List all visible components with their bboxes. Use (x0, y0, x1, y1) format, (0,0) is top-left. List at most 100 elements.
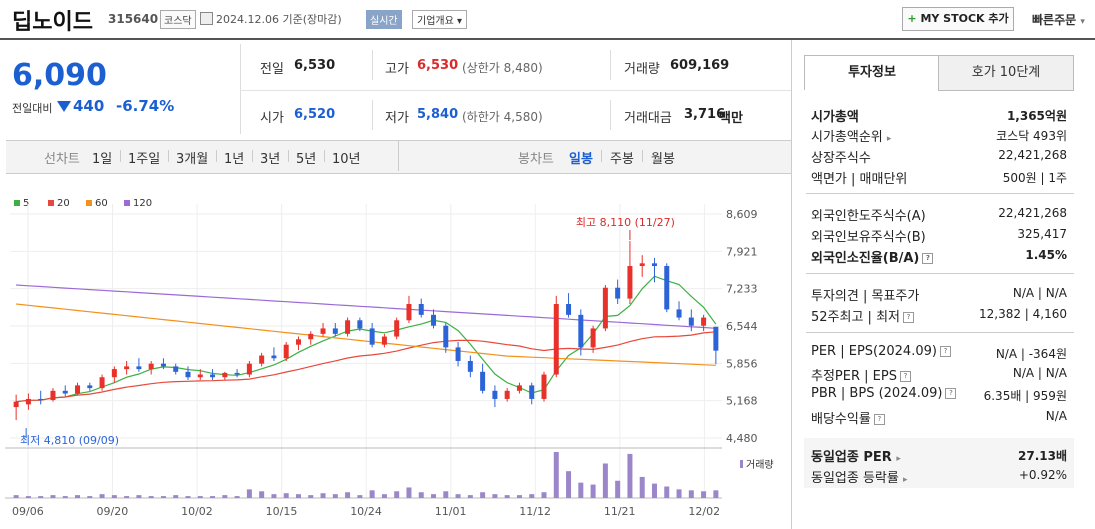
separator (601, 150, 602, 162)
tab-daily[interactable]: 일봉 (569, 152, 593, 167)
realtime-button[interactable]: 실시간 (366, 10, 402, 29)
lower-limit: (하한가 4,580) (462, 110, 543, 124)
tab-monthly[interactable]: 월봉 (651, 152, 675, 167)
volume-bar (320, 493, 326, 498)
candle-body (246, 363, 252, 375)
chevron-right-icon: ▸ (896, 454, 901, 464)
amount-label: 거래대금 (624, 111, 672, 126)
price-chart[interactable]: 5 20 60 120 8,609 7,921 7,233 6,544 5,856 5,168 4,… (0, 180, 792, 529)
volume-bar (271, 494, 277, 498)
chevron-down-icon: ▾ (1080, 17, 1085, 27)
volume-bar (541, 492, 547, 498)
x-tick-label: 10/15 (266, 505, 298, 518)
dividend-value: N/A (1045, 409, 1067, 423)
ma-line-20 (16, 331, 716, 403)
ma-line-120 (16, 284, 716, 329)
shares-value: 22,421,268 (998, 148, 1067, 162)
volume-bar (590, 484, 596, 498)
sector-change-text: 동일업종 등락률 (811, 471, 899, 486)
volume-bar (124, 496, 130, 498)
tab-weekly[interactable]: 주봉 (610, 152, 634, 167)
candle-body (222, 372, 228, 378)
help-icon[interactable]: ? (945, 388, 957, 399)
shares-label: 상장주식수 (811, 151, 871, 166)
candle-body (467, 360, 473, 372)
y-tick-label: 6,544 (726, 320, 758, 333)
volume-bar (345, 492, 351, 498)
candle-body (148, 363, 154, 370)
tab-1day[interactable]: 1일 (92, 152, 113, 167)
foreign-limit-value: 22,421,268 (998, 206, 1067, 220)
dividend-text: 배당수익률 (811, 412, 871, 427)
x-tick-label: 10/24 (350, 505, 382, 518)
divider (791, 40, 792, 529)
sector-info-box (804, 438, 1074, 488)
candle-body (369, 328, 375, 345)
candle-body (271, 355, 277, 359)
foreign-rate-label: 외국인소진율(B/A)? (811, 247, 934, 266)
market-cap-rank-text: 시가총액순위 (811, 130, 883, 145)
market-cap-label: 시가총액 (811, 110, 859, 125)
tab-3year[interactable]: 3년 (260, 152, 281, 167)
volume-bar (197, 496, 203, 498)
par-label: 액면가 | 매매단위 (811, 172, 908, 187)
volume-bar (701, 491, 707, 498)
sector-per-label[interactable]: 동일업종 PER ▸ (811, 446, 901, 465)
amount-value: 3,716 (684, 107, 726, 122)
candle-body (566, 304, 572, 315)
high-label: 고가 (385, 62, 409, 77)
opinion-label: 투자의견 | 목표주가 (811, 289, 920, 304)
tab-10year[interactable]: 10년 (332, 152, 361, 167)
high52-text: 52주최고 | 최저 (811, 310, 900, 325)
company-overview-dropdown[interactable]: 기업개요 ▾ (412, 10, 467, 29)
candle-body (320, 328, 326, 334)
upper-limit: (상한가 8,480) (462, 61, 543, 75)
volume-bar (295, 494, 301, 498)
par-value: 500원 | 1주 (1002, 171, 1067, 185)
volume-bar (25, 496, 31, 498)
tab-1year[interactable]: 1년 (224, 152, 245, 167)
help-icon[interactable]: ? (922, 253, 934, 264)
volume-bar (578, 482, 584, 498)
volume-bar (455, 494, 461, 498)
legend-label: 60 (95, 198, 108, 209)
divider (398, 141, 399, 171)
divider (372, 50, 373, 80)
volume-bar (173, 495, 179, 498)
volume-bar (639, 476, 645, 498)
help-icon[interactable]: ? (873, 414, 885, 425)
help-icon[interactable]: ? (903, 312, 914, 323)
per-value: N/A | -364원 (995, 347, 1067, 361)
help-icon[interactable]: ? (899, 371, 911, 382)
market-badge: 코스닥 (160, 10, 196, 29)
max-annotation: 최고 8,110 (11/27) (576, 216, 675, 229)
candle-body (185, 371, 191, 378)
add-mystock-button[interactable]: + MY STOCK 추가 (902, 7, 1014, 31)
add-mystock-label: MY STOCK 추가 (920, 12, 1009, 25)
candle-body (431, 314, 437, 326)
volume-bar (222, 495, 228, 498)
low-value: 5,840 (417, 107, 459, 122)
volume-bar (492, 494, 498, 498)
legend-swatch (14, 200, 20, 206)
tab-5year[interactable]: 5년 (296, 152, 317, 167)
separator (216, 150, 217, 162)
tab-1week[interactable]: 1주일 (128, 152, 161, 167)
volume-bar (480, 492, 486, 498)
sector-change-label[interactable]: 동일업종 등락률 ▸ (811, 467, 908, 486)
volume-bar (50, 495, 56, 498)
candle-body (283, 344, 289, 359)
tab-3month[interactable]: 3개월 (176, 152, 209, 167)
tab-order-book[interactable]: 호가 10단계 (938, 55, 1074, 91)
volume-bar (369, 490, 375, 498)
ma-line-60 (16, 303, 716, 366)
help-icon[interactable]: ? (939, 346, 951, 357)
high-value: 6,530 (417, 58, 459, 73)
tab-invest-info[interactable]: 투자정보 (804, 55, 940, 90)
candle-body (136, 366, 142, 370)
market-cap-rank-label[interactable]: 시가총액순위 ▸ (811, 126, 891, 145)
sector-per-text: 동일업종 PER (811, 450, 892, 465)
volume-bar (418, 492, 424, 498)
quick-order-button[interactable]: 빠른주문 ▾ (1032, 11, 1085, 28)
separator (642, 150, 643, 162)
